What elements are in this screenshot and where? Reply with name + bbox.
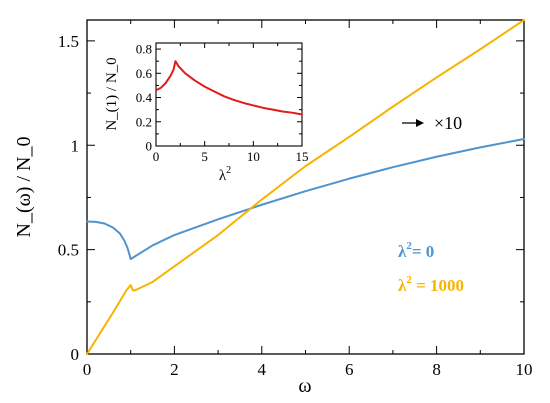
main-series — [86, 19, 525, 355]
inset-x-tick-label: 15 — [296, 149, 309, 164]
legend-entry-orange-superscript: 2 — [406, 274, 412, 286]
main-x-axis-title: ω — [298, 375, 311, 397]
legend-entry-orange-value: = 1000 — [412, 276, 464, 295]
main-plot: 0 2 4 6 8 10 0 0.5 1 1.5 ω N_(ω) / N_0 ×10 λ2= 0 … — [13, 19, 533, 397]
inset-plot-background — [156, 43, 302, 146]
main-x-tick-label: 10 — [516, 360, 533, 379]
inset-x-axis-title-base: λ — [219, 168, 227, 184]
legend-entry-blue: λ2= 0 — [398, 240, 434, 261]
legend: λ2= 0 λ2 = 1000 — [398, 240, 464, 295]
inset-x-tick-label: 10 — [247, 149, 260, 164]
legend-entry-orange-symbol: λ — [398, 276, 407, 295]
main-x-tick-label: 4 — [258, 360, 267, 379]
main-plot-frame — [86, 19, 525, 355]
main-x-tick-label: 6 — [345, 360, 354, 379]
inset-y-tick-label: 0.6 — [136, 66, 153, 81]
inset-y-tick-label: 0.4 — [136, 90, 153, 105]
scale-annotation: ×10 — [402, 113, 462, 133]
main-x-tick-label: 2 — [170, 360, 179, 379]
legend-entry-blue-symbol: λ — [398, 242, 407, 261]
main-y-axis-title: N_(ω) / N_0 — [13, 137, 35, 238]
legend-entry-orange: λ2 = 1000 — [398, 274, 464, 295]
inset-x-tick-label: 5 — [201, 149, 208, 164]
inset-plot: 0 5 10 15 0 0.2 0.4 0.6 0.8 λ2 N_(1) / N_0 — [104, 42, 309, 184]
inset-x-tick-label: 0 — [153, 149, 160, 164]
inset-x-axis-title-superscript: 2 — [226, 165, 231, 176]
inset-series-line-0 — [155, 60, 303, 116]
main-x-tick-label: 0 — [83, 360, 92, 379]
inset-ticks: 0 5 10 15 0 0.2 0.4 0.6 0.8 — [136, 42, 309, 164]
legend-entry-blue-superscript: 2 — [406, 240, 412, 252]
annotation-text: ×10 — [434, 113, 462, 133]
inset-y-tick-label: 0.2 — [136, 114, 152, 129]
main-series-line-1 — [86, 19, 525, 355]
legend-entry-blue-value: = 0 — [412, 242, 434, 261]
inset-series — [155, 60, 303, 116]
inset-y-axis-title: N_(1) / N_0 — [104, 57, 120, 130]
main-ticks: 0 2 4 6 8 10 0 0.5 1 1.5 — [58, 20, 533, 379]
annotation-arrow-head — [416, 119, 424, 127]
main-series-line-0 — [86, 137, 525, 261]
inset-x-axis-title: λ2 — [219, 165, 231, 184]
main-y-tick-label: 1 — [71, 136, 80, 155]
main-x-tick-label: 8 — [432, 360, 441, 379]
main-y-tick-label: 0.5 — [58, 241, 79, 260]
main-y-tick-label: 0 — [71, 345, 80, 364]
inset-y-tick-label: 0 — [146, 139, 153, 154]
main-y-tick-label: 1.5 — [58, 32, 79, 51]
inset-y-tick-label: 0.8 — [136, 42, 152, 57]
